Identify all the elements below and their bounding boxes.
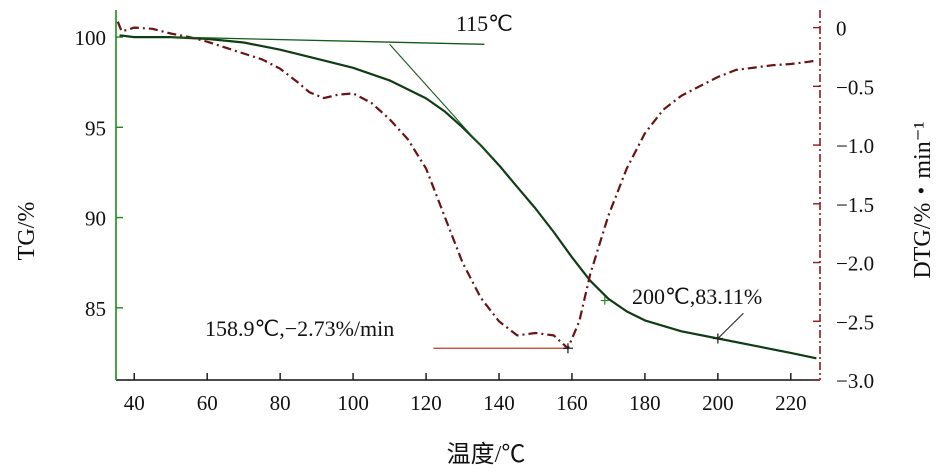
x-tick-label: 220 (775, 391, 807, 415)
x-tick-label: 160 (556, 391, 588, 415)
x-tick-label: 180 (629, 391, 661, 415)
dtg-peak-marker (562, 343, 573, 354)
y-right-tick-label: −1.5 (836, 193, 874, 217)
y-left-tick-label: 90 (85, 207, 106, 231)
annotation-group (170, 36, 744, 354)
x-axis-ticks: 40 60 80 100 120 140 160 180 200 220 (124, 373, 807, 415)
y-left-tick-label: 95 (85, 116, 106, 140)
y-right-tick-label: 0 (836, 17, 847, 41)
onset-tangent-line (389, 43, 493, 159)
annotation-onset: 115℃ (456, 11, 513, 36)
tg-curve (119, 34, 817, 360)
annotation-dtg-peak: 158.9℃,−2.73%/min (205, 316, 394, 341)
x-tick-label: 40 (124, 391, 145, 415)
tg-inflection-marker (600, 296, 609, 305)
y-right-tick-label: −2.0 (836, 252, 874, 276)
dtg-curve (116, 21, 817, 350)
baseline-tangent-line (170, 36, 485, 45)
y-right-axis-ticks: 0 −0.5 −1.0 −1.5 −2.0 −2.5 −3.0 (813, 17, 874, 393)
y-right-tick-label: −3.0 (836, 369, 874, 393)
y-right-tick-label: −2.5 (836, 310, 874, 334)
tg-200-marker (712, 333, 723, 344)
x-tick-label: 200 (702, 391, 734, 415)
y-right-tick-label: −1.0 (836, 134, 874, 158)
annotation-200c: 200℃,83.11% (632, 284, 762, 309)
y-right-tick-label: −0.5 (836, 75, 874, 99)
series-group (116, 21, 817, 360)
y-left-axis-ticks: 85 90 95 100 (75, 26, 123, 321)
plot-frame (115, 10, 821, 381)
y-left-tick-label: 100 (75, 26, 107, 50)
x-tick-label: 80 (270, 391, 291, 415)
x-tick-label: 140 (483, 391, 515, 415)
y-right-axis-title: DTG/%・min⁻¹ (910, 121, 936, 278)
x-axis-title: 温度/℃ (447, 441, 526, 468)
tg-200-leader (717, 312, 744, 339)
y-left-tick-label: 85 (85, 297, 106, 321)
x-tick-label: 100 (337, 391, 369, 415)
x-tick-label: 120 (410, 391, 442, 415)
y-left-axis-title: TG/% (14, 202, 40, 261)
x-tick-label: 60 (197, 391, 218, 415)
